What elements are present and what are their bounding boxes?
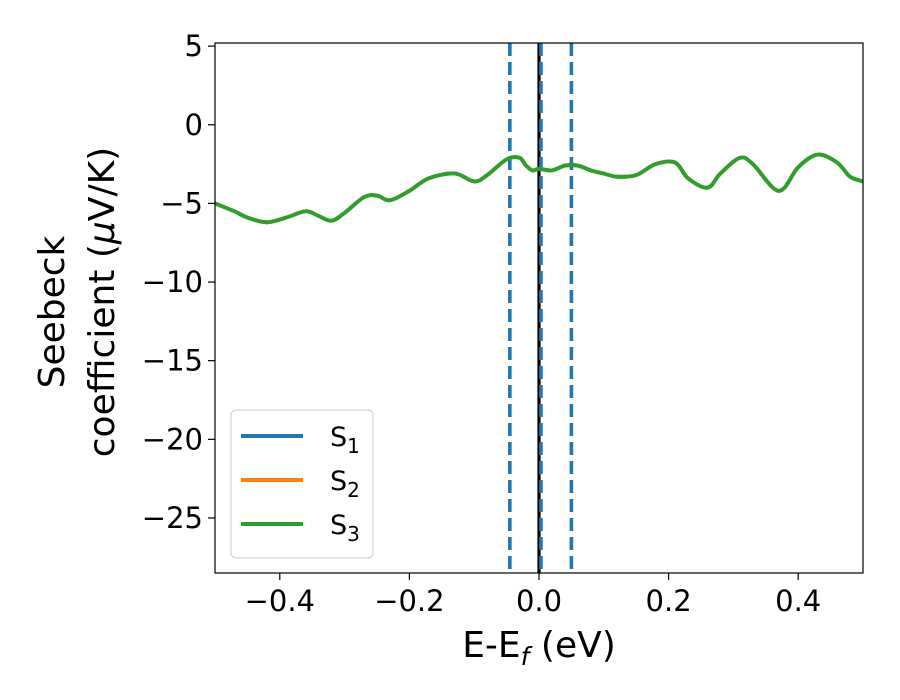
legend-label-s2: S2 — [330, 466, 360, 502]
legend-label-s1: S1 — [330, 422, 360, 458]
legend-label-s3: S3 — [330, 510, 360, 546]
x-axis-label-suffix: (eV) — [529, 625, 615, 666]
x-tick-label: 0.0 — [516, 584, 562, 618]
y-axis-label-mu: μ — [82, 221, 123, 245]
series-lines — [215, 152, 863, 225]
y-axis-label-line2: coefficient (μV/K) — [82, 147, 123, 457]
y-axis-label-line2-post: V/K) — [82, 147, 123, 221]
y-tick-label: −5 — [160, 186, 203, 220]
y-tick-label: −25 — [142, 501, 203, 535]
legend: S1 S2 S3 — [230, 409, 374, 559]
y-tick-label: −15 — [142, 344, 203, 378]
x-axis-label-main: E-E — [462, 625, 520, 666]
y-axis-label: Seebeck coefficient (μV/K) — [32, 147, 123, 457]
legend-box — [230, 409, 374, 559]
x-axis-label: E-Ef (eV) — [462, 625, 616, 671]
x-tick-label: 0.2 — [646, 584, 692, 618]
y-axis-label-line1: Seebeck — [32, 235, 73, 388]
y-tick-label: 0 — [185, 108, 203, 142]
series-line-s3 — [215, 152, 863, 225]
x-tick-label: 0.4 — [775, 584, 821, 618]
reference-lines — [508, 43, 574, 573]
y-axis-ticks: 5 0 −5 −10 −15 −20 −25 — [142, 29, 215, 535]
y-tick-label: −10 — [142, 265, 203, 299]
x-tick-label: −0.2 — [374, 584, 444, 618]
y-tick-label: 5 — [185, 29, 203, 63]
x-axis-ticks: −0.4 −0.2 0.0 0.2 0.4 — [245, 573, 821, 618]
x-tick-label: −0.4 — [245, 584, 315, 618]
y-axis-label-line2-pre: coefficient ( — [82, 244, 123, 457]
y-tick-label: −20 — [142, 422, 203, 456]
